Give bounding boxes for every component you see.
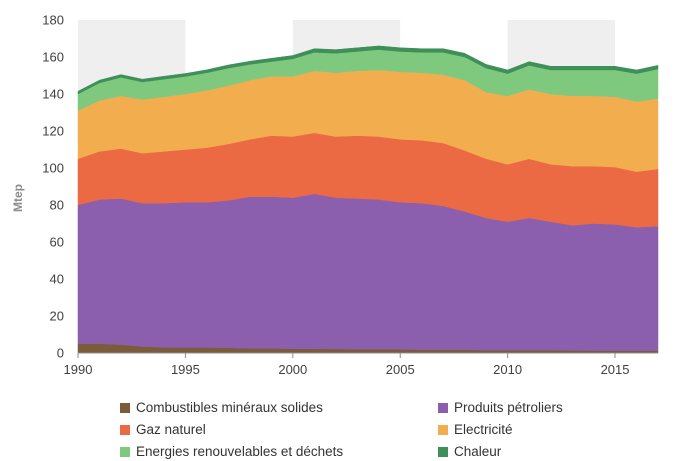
y-tick-label: 80 <box>50 198 64 213</box>
x-tick-label: 2010 <box>493 362 522 377</box>
y-axis-label: Mtep <box>11 184 25 212</box>
legend-label: Energies renouvelables et déchets <box>136 444 344 459</box>
x-tick-label: 1995 <box>171 362 200 377</box>
legend-item: Energies renouvelables et déchets <box>120 442 438 461</box>
y-tick-label: 100 <box>42 161 64 176</box>
y-tick-label: 0 <box>57 346 64 361</box>
legend-label: Produits pétroliers <box>454 400 563 415</box>
legend-swatch <box>438 446 448 457</box>
x-tick-label: 2015 <box>601 362 630 377</box>
y-tick-label: 20 <box>50 309 64 324</box>
legend-swatch <box>120 446 130 457</box>
y-tick-label: 180 <box>42 13 64 28</box>
area-series-group <box>77 45 659 354</box>
x-tick-label: 2000 <box>278 362 307 377</box>
legend-label: Combustibles minéraux solides <box>136 400 323 415</box>
area-series-6 <box>77 45 659 95</box>
y-axis-ticks: 0 20 40 60 80 100 120 140 160 180 <box>42 13 64 361</box>
y-tick-label: 60 <box>50 235 64 250</box>
legend-item: Produits pétroliers <box>438 398 680 417</box>
x-axis-ticks: 1990 1995 2000 2005 2010 2015 <box>64 353 630 377</box>
legend-item: Combustibles minéraux solides <box>120 398 438 417</box>
y-tick-label: 160 <box>42 50 64 65</box>
y-tick-label: 40 <box>50 272 64 287</box>
y-tick-label: 140 <box>42 87 64 102</box>
chart-legend: Combustibles minéraux solides Produits pé… <box>120 398 680 461</box>
legend-label: Chaleur <box>454 444 502 459</box>
legend-swatch <box>120 424 130 435</box>
legend-swatch <box>438 424 448 435</box>
x-tick-label: 1990 <box>64 362 93 377</box>
legend-item: Electricité <box>438 420 680 439</box>
legend-item: Chaleur <box>438 442 680 461</box>
legend-item: Gaz naturel <box>120 420 438 439</box>
legend-swatch <box>438 402 448 413</box>
stacked-area-chart: 1990 1995 2000 2005 2010 2015 0 20 40 60 80 100 120… <box>11 13 659 377</box>
legend-label: Electricité <box>454 422 513 437</box>
x-tick-label: 2005 <box>386 362 415 377</box>
legend-swatch <box>120 402 130 413</box>
legend-label: Gaz naturel <box>136 422 206 437</box>
y-tick-label: 120 <box>42 124 64 139</box>
